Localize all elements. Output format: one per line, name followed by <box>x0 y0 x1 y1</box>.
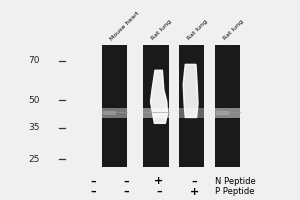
Bar <box>216 111 229 115</box>
Bar <box>179 45 204 167</box>
Bar <box>102 45 127 167</box>
Text: Rat lung: Rat lung <box>151 19 173 41</box>
Text: Mouse heart: Mouse heart <box>109 10 141 41</box>
Text: 35: 35 <box>28 123 40 132</box>
Text: P Peptide: P Peptide <box>215 187 255 196</box>
Bar <box>179 108 204 118</box>
Bar <box>143 45 169 167</box>
Text: –: – <box>156 187 162 197</box>
Text: 70: 70 <box>28 56 40 65</box>
Bar <box>214 108 240 118</box>
Text: –: – <box>123 187 129 197</box>
Bar <box>214 45 240 167</box>
Text: +: + <box>154 176 164 186</box>
Text: Rat lung: Rat lung <box>187 19 209 41</box>
Text: 50: 50 <box>28 96 40 105</box>
Text: –: – <box>123 176 129 186</box>
Text: Rat lung: Rat lung <box>222 19 244 41</box>
Bar <box>103 111 116 115</box>
Bar <box>143 108 169 118</box>
Text: –: – <box>91 176 96 186</box>
Text: N Peptide: N Peptide <box>215 177 256 186</box>
Text: –: – <box>91 187 96 197</box>
Text: 25: 25 <box>29 155 40 164</box>
Bar <box>102 108 127 118</box>
Text: –: – <box>192 176 197 186</box>
Text: +: + <box>190 187 199 197</box>
